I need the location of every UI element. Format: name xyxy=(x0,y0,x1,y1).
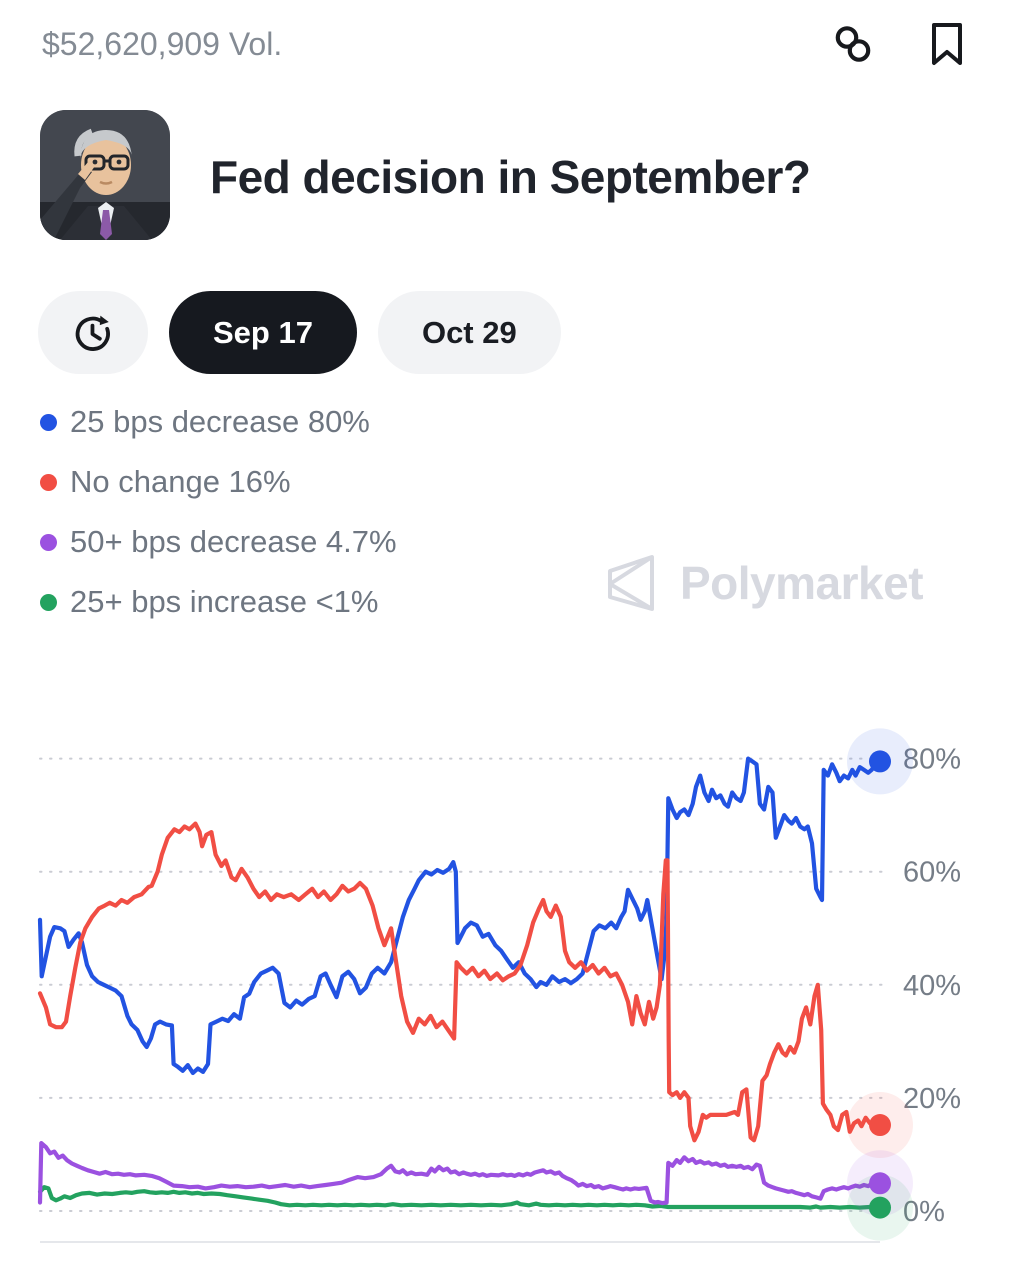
tab-oct-29[interactable]: Oct 29 xyxy=(377,291,561,374)
legend-item-no-change: No change 16% xyxy=(40,452,397,512)
end-dot xyxy=(869,750,891,773)
y-axis-tick: 80% xyxy=(903,744,961,776)
polymarket-logo-icon xyxy=(608,555,654,611)
end-dot xyxy=(869,1172,891,1195)
legend-item-25bps-decrease: 25 bps decrease 80% xyxy=(40,392,397,452)
clock-history-icon xyxy=(75,315,110,351)
chart-legend: 25 bps decrease 80% No change 16% 50+ bp… xyxy=(40,392,397,632)
page-title: Fed decision in September? xyxy=(210,151,811,203)
legend-dot-green xyxy=(40,593,57,611)
outcome-tabs: Sep 17 Oct 29 xyxy=(38,291,561,374)
series-line-50-bps-decrease xyxy=(37,1140,883,1206)
end-dot xyxy=(869,1114,891,1137)
y-axis-tick: 0% xyxy=(903,1196,945,1228)
header-actions xyxy=(830,20,970,68)
legend-item-25bps-increase: 25+ bps increase <1% xyxy=(40,572,397,632)
polymarket-watermark: Polymarket xyxy=(598,552,924,614)
legend-dot-red xyxy=(40,473,57,491)
avatar xyxy=(40,110,170,240)
y-axis-tick: 60% xyxy=(903,857,961,889)
series-line-25-bps-increase xyxy=(37,1185,883,1210)
series-line-no-change xyxy=(37,821,883,1143)
tab-sep-17[interactable]: Sep 17 xyxy=(169,291,357,374)
y-axis-tick: 40% xyxy=(903,970,961,1002)
link-icon[interactable] xyxy=(830,20,876,68)
volume-text: $52,620,909 Vol. xyxy=(42,26,283,62)
end-dot xyxy=(869,1196,891,1219)
bookmark-icon[interactable] xyxy=(924,20,970,68)
legend-dot-blue xyxy=(40,413,57,431)
watermark-text: Polymarket xyxy=(680,557,924,609)
history-pill[interactable] xyxy=(38,291,148,374)
series-line-25-bps-decrease xyxy=(37,756,883,1076)
legend-item-50bps-decrease: 50+ bps decrease 4.7% xyxy=(40,512,397,572)
legend-dot-purple xyxy=(40,533,57,551)
y-axis-tick: 20% xyxy=(903,1083,961,1115)
